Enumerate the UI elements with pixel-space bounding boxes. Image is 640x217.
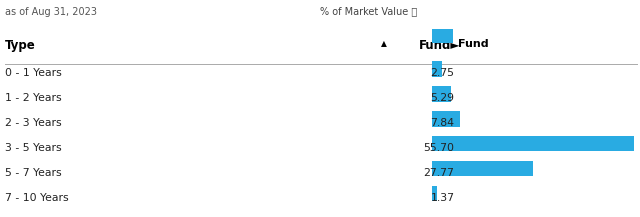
Text: 5.29: 5.29 [431, 93, 454, 103]
Bar [432, 111, 460, 127]
Bar [432, 186, 437, 201]
Text: % of Market Value ⓘ: % of Market Value ⓘ [320, 7, 417, 16]
Text: Fund►: Fund► [419, 39, 461, 52]
Text: Type: Type [5, 39, 36, 52]
Text: 0 - 1 Years: 0 - 1 Years [5, 68, 62, 78]
Text: 1.37: 1.37 [431, 193, 454, 203]
Text: as of Aug 31, 2023: as of Aug 31, 2023 [5, 7, 97, 16]
Bar [432, 136, 634, 151]
Text: 27.77: 27.77 [424, 168, 454, 178]
Bar [432, 86, 451, 102]
Text: 2.75: 2.75 [431, 68, 454, 78]
Text: 7.84: 7.84 [431, 118, 454, 128]
Bar [432, 61, 442, 77]
Text: 5 - 7 Years: 5 - 7 Years [5, 168, 61, 178]
Text: 1 - 2 Years: 1 - 2 Years [5, 93, 61, 103]
Text: Fund: Fund [458, 39, 488, 49]
Text: 2 - 3 Years: 2 - 3 Years [5, 118, 61, 128]
Bar [432, 29, 453, 43]
Text: 7 - 10 Years: 7 - 10 Years [5, 193, 68, 203]
Text: 55.70: 55.70 [424, 143, 454, 153]
Bar [432, 161, 532, 176]
Text: ▲: ▲ [381, 39, 387, 48]
Text: 3 - 5 Years: 3 - 5 Years [5, 143, 61, 153]
